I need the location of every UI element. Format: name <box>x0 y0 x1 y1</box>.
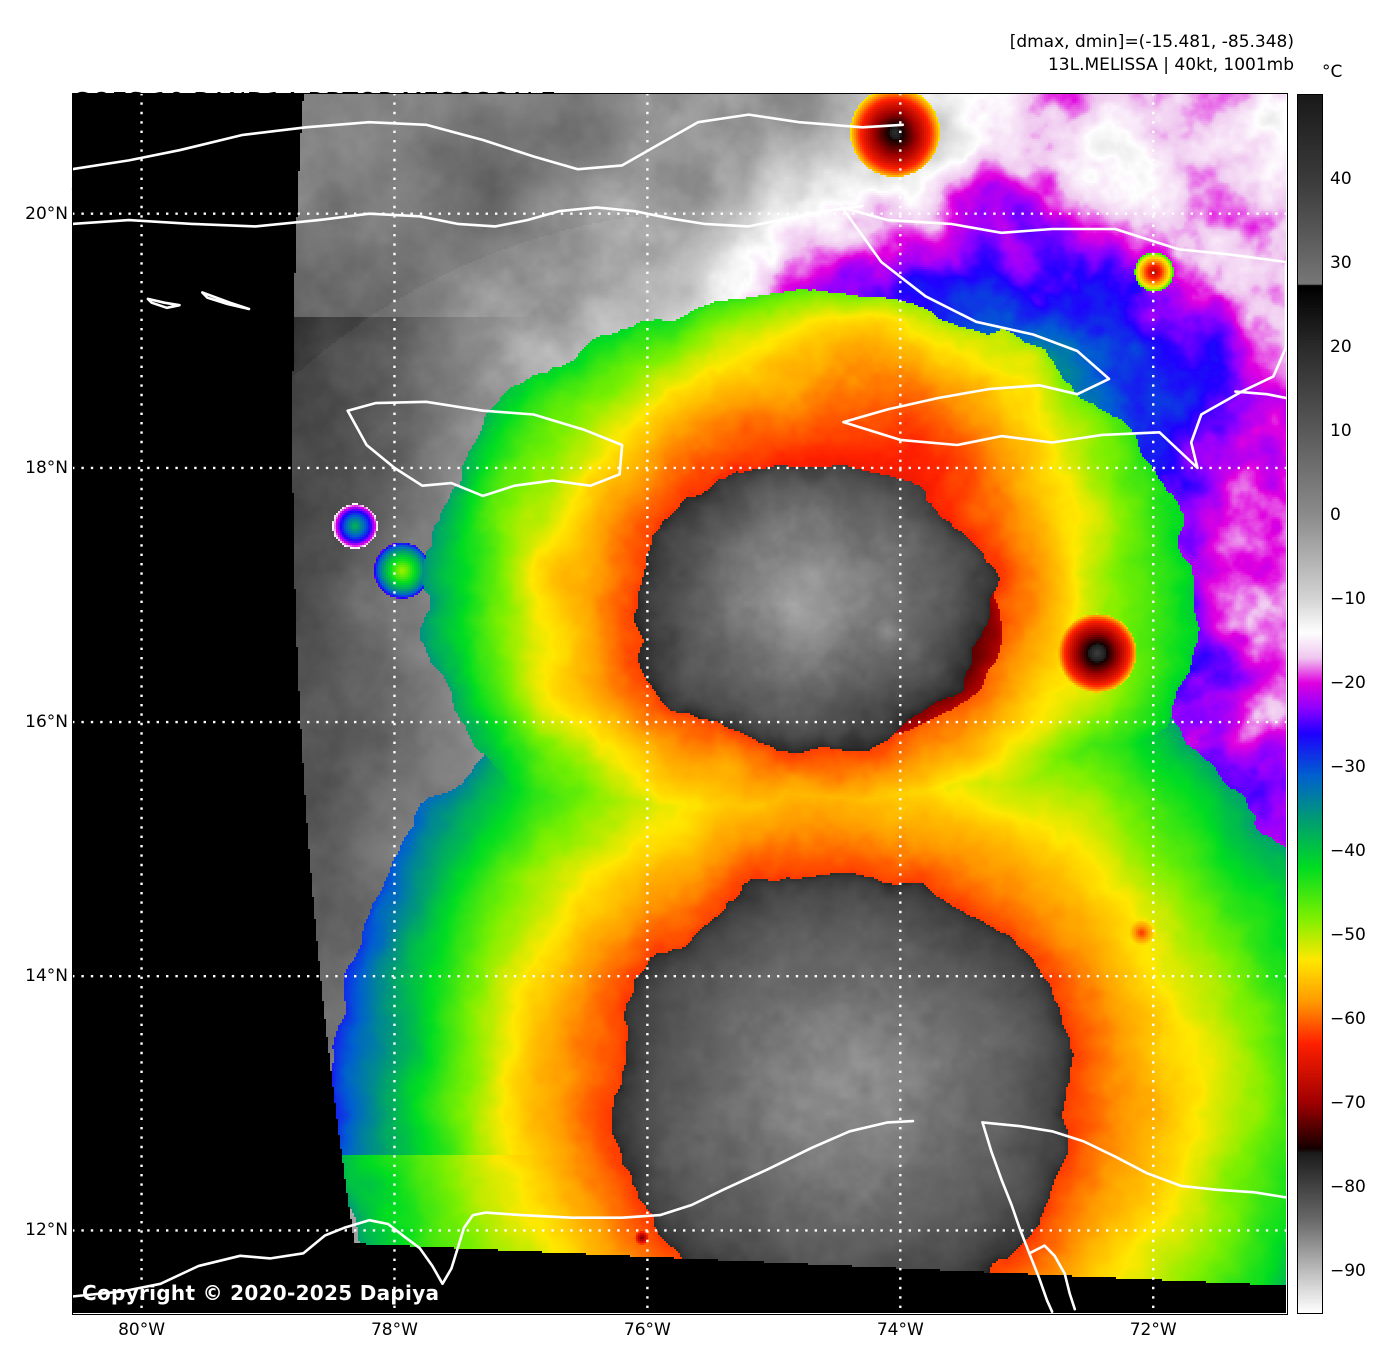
colorbar-tick-11: −70 <box>1330 1093 1366 1113</box>
coastline-southamerica <box>72 1119 915 1298</box>
colorbar-tick-1: 30 <box>1330 253 1352 273</box>
coastline-caymane <box>201 291 251 311</box>
colorbar-tick-4: 0 <box>1330 505 1341 525</box>
dmax-dmin-label: [dmax, dmin]=(-15.481, -85.348) <box>1009 32 1294 52</box>
colorbar-tick-7: −30 <box>1330 757 1366 777</box>
colorbar-tick-6: −20 <box>1330 673 1366 693</box>
coastline-cubasouth <box>72 204 864 228</box>
infrared-brightness-temperature-raster <box>72 93 1286 1313</box>
colorbar-tick-5: −10 <box>1330 589 1366 609</box>
graticule-lines <box>72 93 1286 1313</box>
coastline-overlay <box>72 113 1286 1313</box>
colorbar-tick-10: −60 <box>1330 1009 1366 1029</box>
satellite-imagery-panel <box>72 93 1286 1313</box>
lat-tick-1: 18°N <box>25 457 68 478</box>
colorbar-tick-3: 10 <box>1330 421 1352 441</box>
lon-tick-1: 78°W <box>370 1320 418 1340</box>
coastline-puertorico <box>1234 390 1286 400</box>
coastline-guajirae <box>981 1121 1286 1199</box>
lat-tick-3: 14°N <box>25 966 68 987</box>
coastline-hispaniola <box>840 206 1286 470</box>
storm-info-label: 13L.MELISSA | 40kt, 1001mb <box>1047 55 1294 75</box>
colorbar-tick-8: −40 <box>1330 841 1366 861</box>
colorbar <box>1298 95 1322 1313</box>
coastline-venezuelabay <box>1027 1244 1077 1311</box>
lat-tick-2: 16°N <box>25 712 68 733</box>
colorbar-unit-label: °C <box>1322 62 1343 82</box>
colorbar-tick-0: 40 <box>1330 169 1352 189</box>
coastline-caymanw <box>146 297 181 310</box>
coastline-cubaeast <box>72 113 905 171</box>
lon-tick-4: 72°W <box>1129 1320 1177 1340</box>
lon-tick-3: 74°W <box>876 1320 924 1340</box>
copyright-label: Copyright © 2020-2025 Dapiya <box>82 1281 440 1305</box>
lat-tick-0: 20°N <box>25 203 68 224</box>
coastline-guajira <box>981 1121 1054 1313</box>
coastline-jamaica <box>346 400 624 498</box>
lon-tick-2: 76°W <box>623 1320 671 1340</box>
colorbar-tick-9: −50 <box>1330 925 1366 945</box>
colorbar-gradient <box>1298 95 1322 1313</box>
lon-tick-0: 80°W <box>118 1320 166 1340</box>
lat-lon-graticule <box>72 93 1286 1313</box>
lat-tick-4: 12°N <box>25 1220 68 1241</box>
figure-metadata-block: [dmax, dmin]=(-15.481, -85.348) 13L.MELI… <box>1010 31 1294 77</box>
colorbar-tick-2: 20 <box>1330 337 1352 357</box>
colorbar-tick-13: −90 <box>1330 1261 1366 1281</box>
colorbar-tick-12: −80 <box>1330 1177 1366 1197</box>
